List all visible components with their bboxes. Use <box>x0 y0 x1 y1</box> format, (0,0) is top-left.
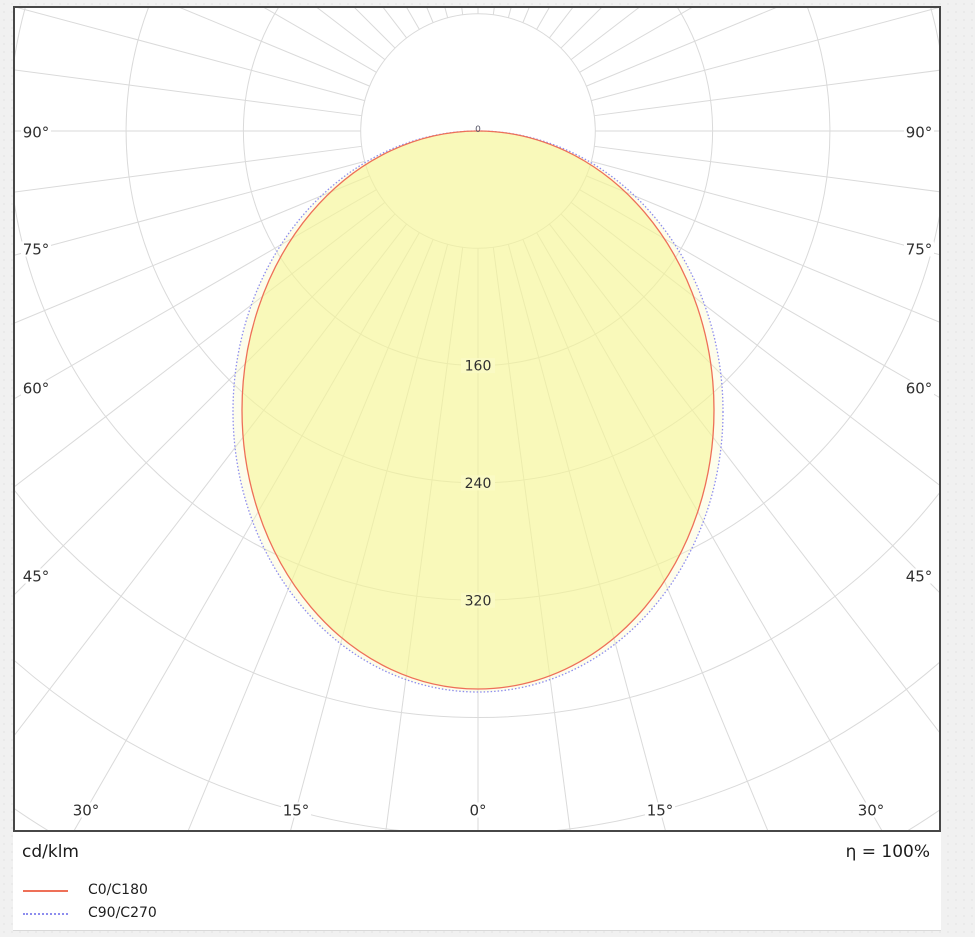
ring-label-bg <box>461 475 495 491</box>
grid-spoke <box>591 8 939 102</box>
grid-spoke <box>316 8 386 60</box>
angle-label-left-bg <box>21 241 51 257</box>
grid-spoke <box>579 8 693 73</box>
units-label: cd/klm <box>22 842 79 862</box>
polar-photometric-chart: 160 240 320 0 90° 90° 75° 75° 60° 60° 45° 45° 30° 15°… <box>13 6 941 832</box>
angle-label-right: 90° <box>906 123 933 141</box>
ring-label: 160 <box>465 359 492 375</box>
angle-label-bottom: 15° <box>283 801 310 819</box>
grid-spoke <box>426 8 434 23</box>
apex-zero-label: 0 <box>475 125 481 135</box>
caption-row: cd/klm η = 100% <box>13 842 941 864</box>
plot-frame <box>13 6 941 832</box>
ring-label: 320 <box>465 593 492 609</box>
grid-spoke <box>15 189 377 399</box>
angle-label-bottom: 30° <box>73 801 100 819</box>
angle-label-bottom: 15° <box>647 801 674 819</box>
grid-spoke <box>179 8 370 87</box>
grid-spoke <box>586 175 939 323</box>
angle-label-left: 75° <box>23 240 50 258</box>
legend-label: C0/C180 <box>88 882 148 898</box>
angle-label-left: 60° <box>23 379 50 397</box>
grid-spoke <box>354 8 396 49</box>
grid-spoke <box>591 160 939 256</box>
angle-label-left: 90° <box>23 123 50 141</box>
angle-label-right-bg <box>904 124 934 140</box>
grid-spoke <box>560 8 602 49</box>
grid-spoke <box>594 69 939 117</box>
grid-spoke <box>15 145 362 193</box>
curve-c0-c180 <box>241 130 715 690</box>
legend-item-c90-c270: C90/C270 <box>23 900 423 923</box>
grid-spoke <box>594 145 939 193</box>
angle-label-bottom-bg <box>856 802 886 818</box>
legend-line-dotted-icon <box>23 913 68 915</box>
grid-spoke <box>17 8 365 102</box>
grid-spoke <box>15 69 362 117</box>
angle-label-bottom-bg <box>645 802 675 818</box>
angle-label-right-bg <box>904 568 934 584</box>
ring-label: 240 <box>465 476 492 492</box>
angle-label-left-bg <box>21 380 51 396</box>
efficiency-label: η = 100% <box>845 842 930 862</box>
angle-label-right: 45° <box>906 567 933 585</box>
ring-label-bg <box>461 358 495 374</box>
grid-spoke <box>549 8 574 39</box>
angle-label-right: 60° <box>906 379 933 397</box>
ring-label-bg <box>461 592 495 608</box>
grid-spoke <box>263 8 377 73</box>
angle-label-left-bg <box>21 124 51 140</box>
legend: C0/C180 C90/C270 <box>23 877 423 923</box>
legend-item-c0-c180: C0/C180 <box>23 877 423 900</box>
grid-spoke <box>586 8 777 87</box>
grid-spoke <box>15 175 370 324</box>
angle-label-bottom-bg <box>71 802 101 818</box>
grid-spoke <box>570 8 640 60</box>
grid-spoke <box>579 189 939 398</box>
angle-label-bottom: 0° <box>469 801 486 819</box>
curves <box>232 130 724 693</box>
angle-label-right: 75° <box>906 240 933 258</box>
angle-label-left: 45° <box>23 567 50 585</box>
angle-label-right-bg <box>904 241 934 257</box>
legend-line-solid-icon <box>23 890 68 892</box>
angle-label-bottom-bg <box>281 802 311 818</box>
angle-label-bottom: 30° <box>858 801 885 819</box>
grid-spoke <box>536 8 550 30</box>
angle-label-left-bg <box>21 568 51 584</box>
grid-spoke <box>406 8 420 30</box>
angle-label-right-bg <box>904 380 934 396</box>
legend-label: C90/C270 <box>88 905 157 921</box>
angle-label-bottom-bg <box>463 802 493 818</box>
grid-spoke <box>15 160 365 256</box>
grid-spoke <box>522 8 530 23</box>
diagram-card: 160 240 320 0 90° 90° 75° 75° 60° 60° 45° 45° 30° 15°… <box>13 6 941 931</box>
